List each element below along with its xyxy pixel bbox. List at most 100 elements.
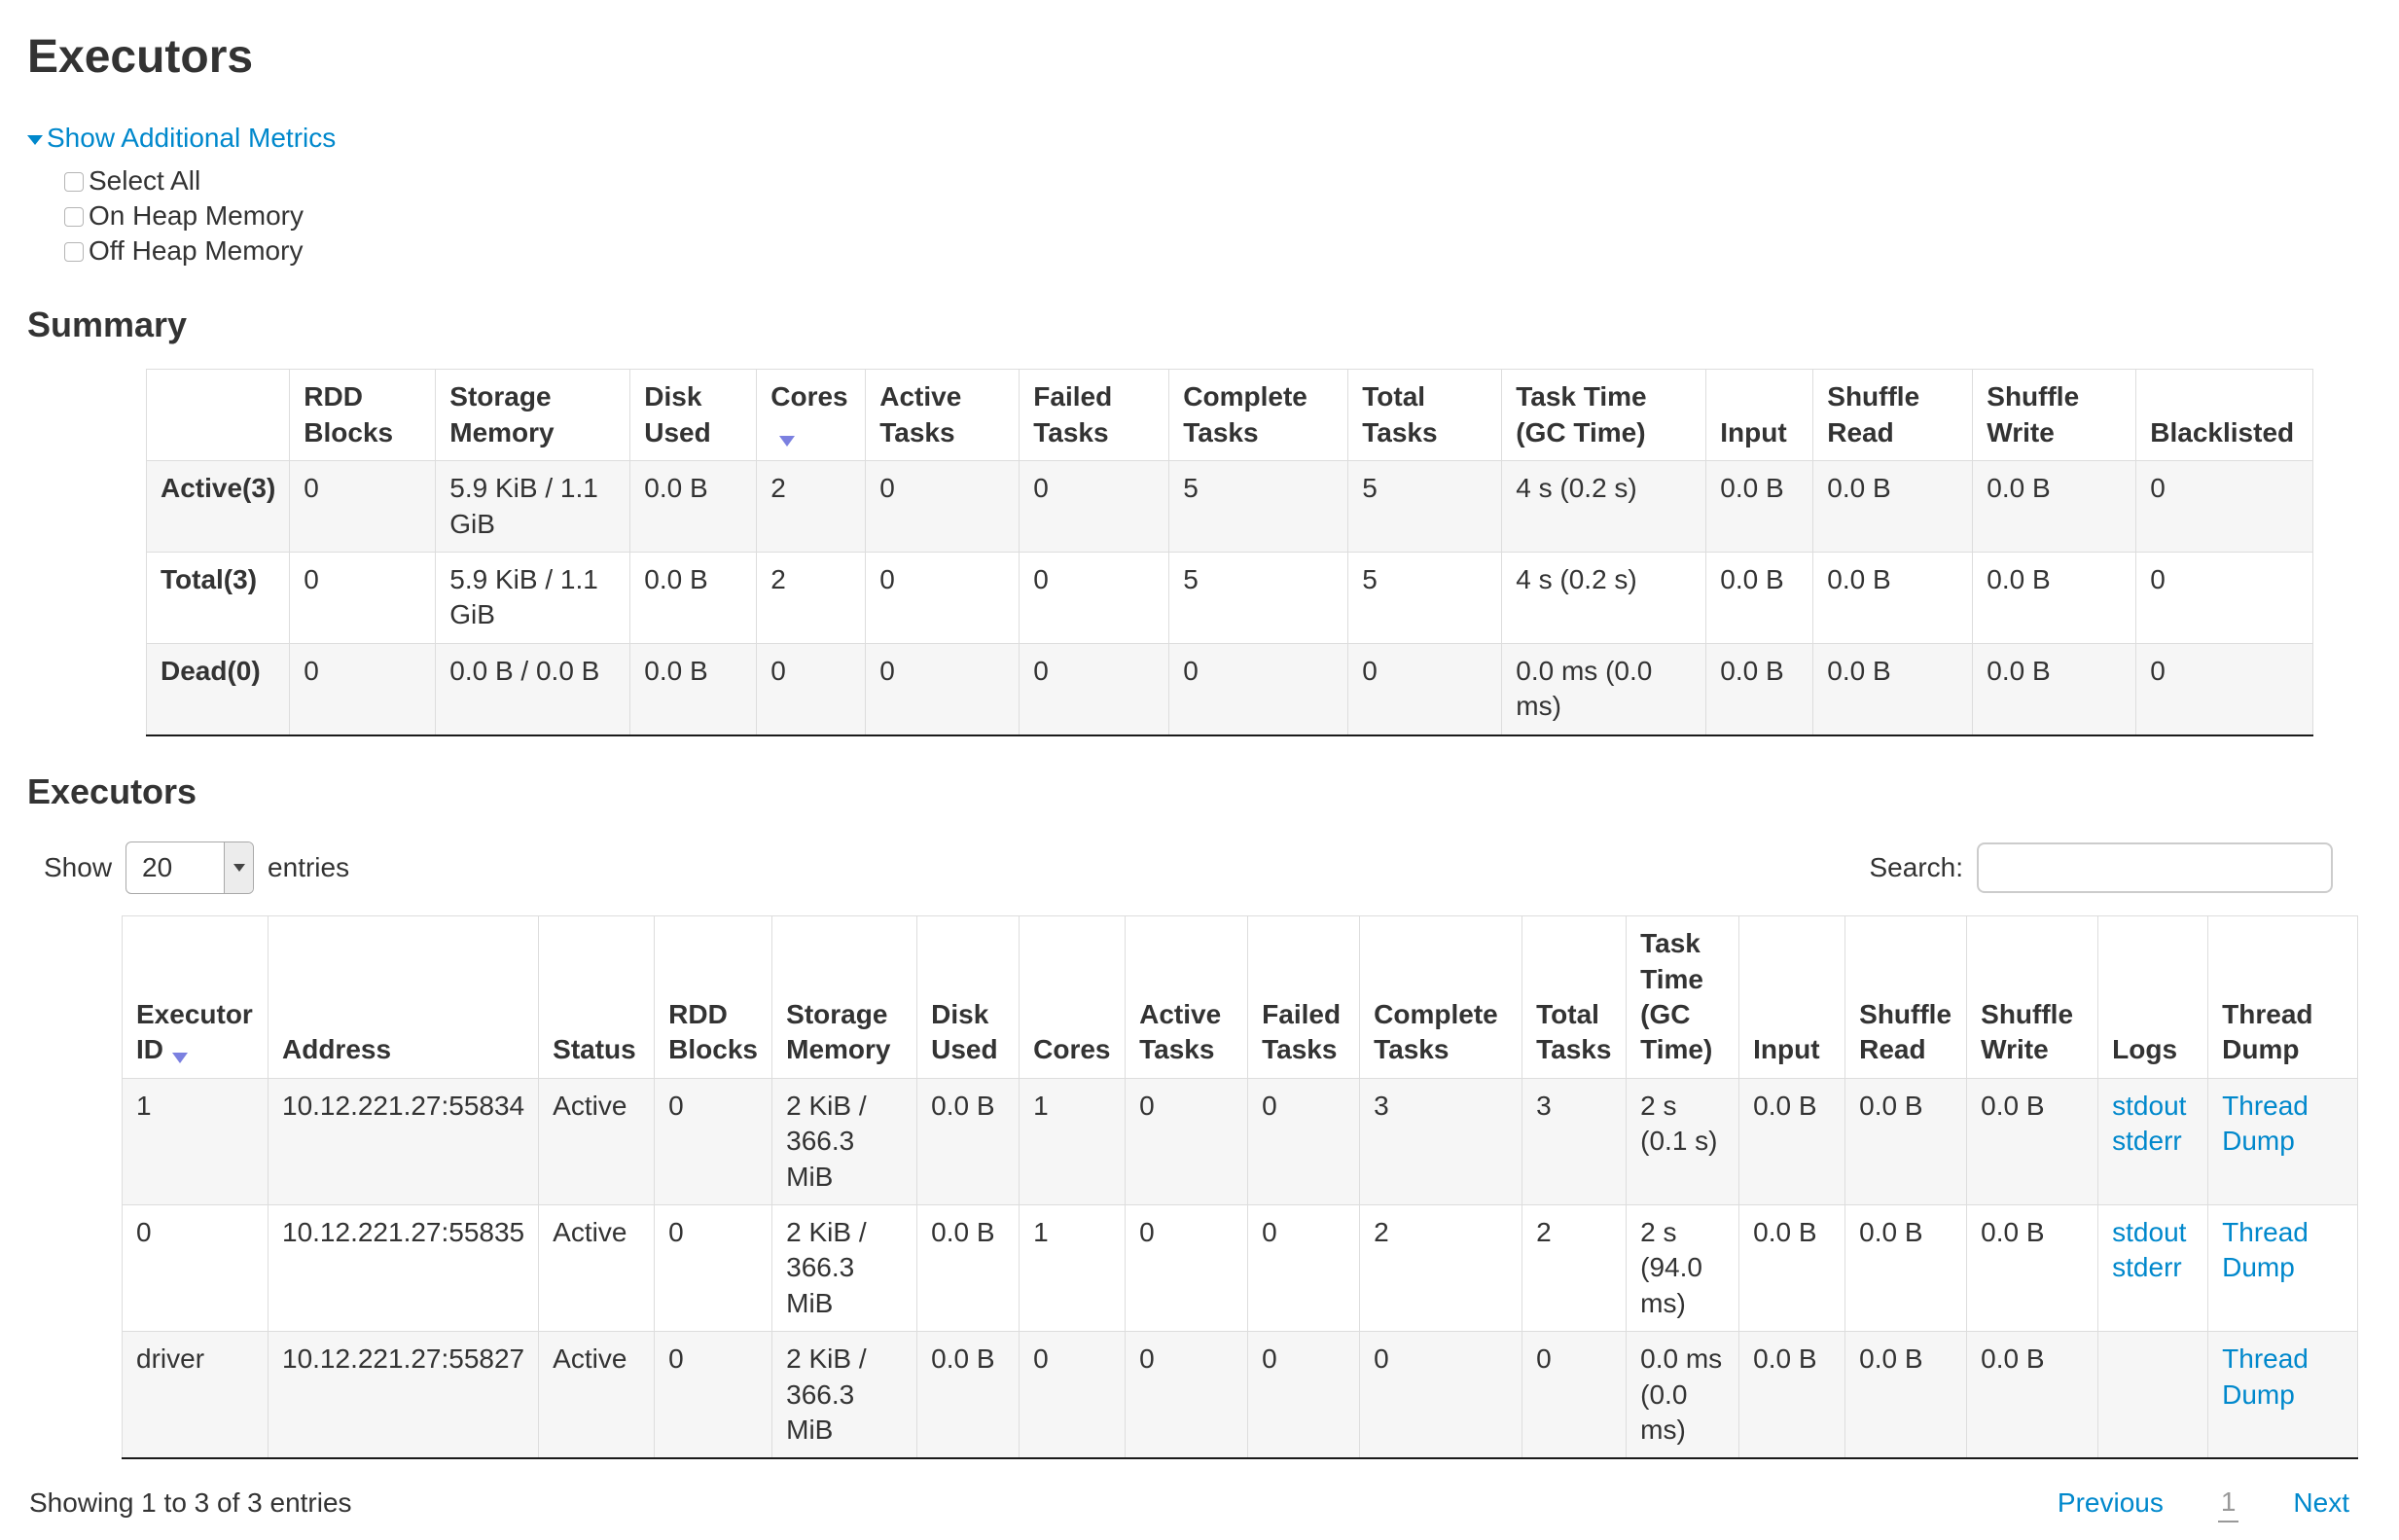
table-cell: 0 [654, 1077, 773, 1206]
stdout-link[interactable]: stdout [2112, 1090, 2187, 1121]
table-cell: 0.0 B [916, 1331, 1020, 1460]
stdout-link[interactable]: stdout [2112, 1217, 2187, 1248]
table-cell: 5.9 KiB / 1.1 GiB [435, 551, 631, 644]
summary-heading: Summary [27, 304, 188, 344]
table-cell: 2 [1522, 1204, 1628, 1333]
executors-column-header[interactable]: Status [538, 915, 656, 1079]
table-cell: 0.0 B / 0.0 B [435, 642, 631, 736]
table-cell: 5.9 KiB / 1.1 GiB [435, 460, 631, 553]
table-cell: 0.0 B [916, 1077, 1020, 1206]
table-cell: 0 [1168, 642, 1349, 736]
executors-column-header[interactable]: Thread Dump [2207, 915, 2359, 1079]
logs-cell: stdout stderr [2097, 1204, 2209, 1333]
summary-column-header[interactable]: Active Tasks [865, 369, 1020, 462]
table-cell: 10.12.221.27:55835 [267, 1204, 540, 1333]
metric-option-off-heap-memory[interactable]: Off Heap Memory [64, 234, 2372, 269]
table-cell: 0.0 B [1966, 1077, 2099, 1206]
search-label: Search: [1869, 852, 1964, 883]
metric-option-on-heap-memory[interactable]: On Heap Memory [64, 199, 2372, 234]
executors-column-header[interactable]: Cores [1019, 915, 1127, 1079]
executors-column-header[interactable]: Address [267, 915, 540, 1079]
executors-column-header[interactable]: RDD Blocks [654, 915, 773, 1079]
table-cell: 10.12.221.27:55834 [267, 1077, 540, 1206]
next-page-link[interactable]: Next [2293, 1487, 2349, 1519]
executors-column-header[interactable]: Complete Tasks [1359, 915, 1523, 1079]
stderr-link[interactable]: stderr [2112, 1126, 2182, 1157]
thread-dump-link[interactable]: Thread Dump [2222, 1343, 2309, 1410]
stderr-link[interactable]: stderr [2112, 1252, 2182, 1283]
table-cell: 1 [122, 1077, 269, 1206]
logs-cell: stdout stderr [2097, 1077, 2209, 1206]
table-cell: 0.0 B [1972, 551, 2137, 644]
summary-column-header[interactable]: Disk Used [629, 369, 758, 462]
metric-option-label: Select All [89, 165, 201, 197]
thread-dump-link[interactable]: Thread Dump [2222, 1090, 2309, 1157]
table-cell: Active [538, 1204, 656, 1333]
executors-column-header[interactable]: Total Tasks [1522, 915, 1628, 1079]
table-cell: 5 [1168, 551, 1349, 644]
page-size-select[interactable]: 20 [125, 842, 255, 895]
table-cell: driver [122, 1331, 269, 1460]
executors-column-header[interactable]: Executor ID [122, 915, 269, 1079]
previous-page-link[interactable]: Previous [2057, 1487, 2164, 1519]
executors-column-header[interactable]: Disk Used [916, 915, 1020, 1079]
summary-column-header[interactable]: Storage Memory [435, 369, 631, 462]
table-cell: 0 [1247, 1204, 1361, 1333]
table-cell: 0 [1359, 1331, 1523, 1460]
show-additional-metrics-link[interactable]: Show Additional Metrics [27, 121, 336, 156]
summary-column-header[interactable]: Blacklisted [2135, 369, 2314, 462]
table-cell: 0 [1125, 1077, 1249, 1206]
table-cell: 0.0 B [629, 642, 758, 736]
summary-column-header[interactable]: RDD Blocks [289, 369, 437, 462]
select-dropdown-button[interactable] [224, 842, 254, 894]
table-cell: 1 [1019, 1204, 1127, 1333]
summary-column-header[interactable]: Shuffle Read [1812, 369, 1974, 462]
summary-header-row: RDD Blocks Storage Memory Disk Used Cores Ac… [145, 369, 2314, 462]
executors-column-header[interactable]: Shuffle Read [1844, 915, 1968, 1079]
executors-column-header[interactable]: Storage Memory [771, 915, 918, 1079]
executors-column-header[interactable]: Active Tasks [1125, 915, 1249, 1079]
executors-column-header[interactable]: Task Time (GC Time) [1626, 915, 1740, 1079]
table-controls: Show 20 entries Search: [44, 842, 2333, 895]
summary-column-header[interactable]: Complete Tasks [1168, 369, 1349, 462]
table-cell: 2 KiB / 366.3 MiB [771, 1331, 918, 1460]
executors-column-header[interactable]: Logs [2097, 915, 2209, 1079]
table-cell: 10.12.221.27:55827 [267, 1331, 540, 1460]
executor-row: 0 10.12.221.27:55835 Active 0 2 KiB / 366.3 … [122, 1204, 2359, 1333]
thread-dump-link[interactable]: Thread Dump [2222, 1217, 2309, 1283]
table-cell: 0 [865, 460, 1020, 553]
metric-option-select-all[interactable]: Select All [64, 164, 2372, 199]
executors-column-header[interactable]: Shuffle Write [1966, 915, 2099, 1079]
table-cell: 0.0 B [916, 1204, 1020, 1333]
page-title: Executors [27, 31, 254, 83]
executors-column-header[interactable]: Failed Tasks [1247, 915, 1361, 1079]
table-cell: 0 [756, 642, 867, 736]
page-size-value: 20 [142, 852, 173, 883]
chevron-down-icon [27, 135, 43, 146]
table-cell: 2 KiB / 366.3 MiB [771, 1204, 918, 1333]
table-cell: 0 [1247, 1077, 1361, 1206]
summary-column-header[interactable]: Task Time (GC Time) [1501, 369, 1707, 462]
thread-dump-cell: Thread Dump [2207, 1077, 2359, 1206]
table-cell: 0.0 B [1738, 1077, 1846, 1206]
table-cell: 2 [756, 460, 867, 553]
off-heap-memory-checkbox[interactable] [64, 241, 84, 262]
summary-column-header[interactable]: Shuffle Write [1972, 369, 2137, 462]
on-heap-memory-checkbox[interactable] [64, 206, 84, 227]
table-cell: 0 [2135, 642, 2314, 736]
executors-column-header[interactable]: Input [1738, 915, 1846, 1079]
summary-column-header[interactable]: Failed Tasks [1019, 369, 1170, 462]
summary-column-header[interactable]: Cores [756, 369, 867, 462]
search-input[interactable] [1977, 842, 2333, 894]
table-cell: 0 [865, 642, 1020, 736]
summary-column-header[interactable]: Total Tasks [1347, 369, 1503, 462]
entries-label: entries [268, 852, 350, 883]
table-cell: 0.0 B [1705, 642, 1814, 736]
table-cell: 1 [1019, 1077, 1127, 1206]
current-page-number[interactable]: 1 [2217, 1485, 2239, 1522]
sort-desc-icon [172, 1053, 188, 1064]
select-all-checkbox[interactable] [64, 171, 84, 192]
thread-dump-cell: Thread Dump [2207, 1204, 2359, 1333]
summary-column-header[interactable] [145, 369, 291, 462]
summary-column-header[interactable]: Input [1705, 369, 1814, 462]
